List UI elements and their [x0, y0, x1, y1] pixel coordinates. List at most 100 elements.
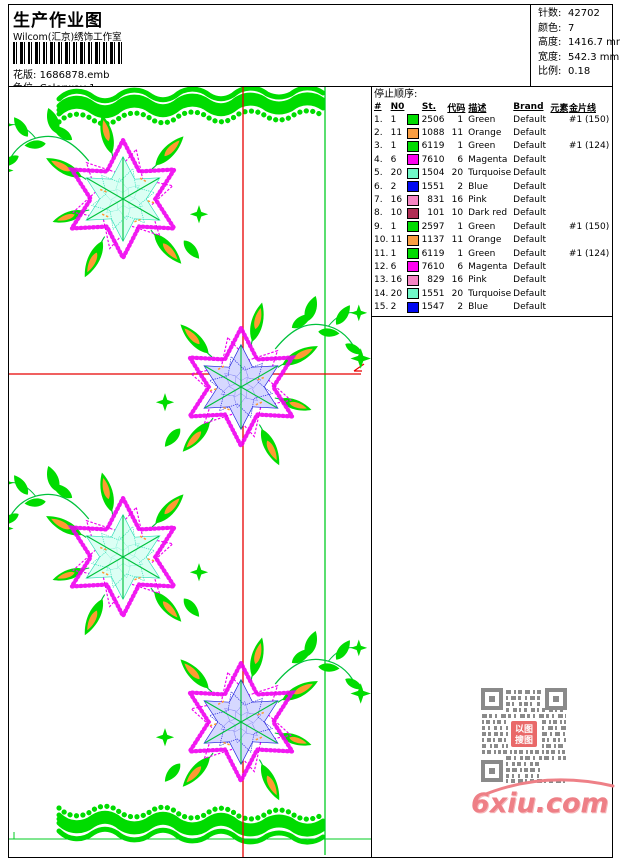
stitch-count: 7610: [421, 261, 445, 272]
color-swatch: [407, 194, 421, 206]
stat-line: 针数: 42702: [538, 7, 612, 22]
color-swatch: [407, 301, 421, 313]
thread-brand: Default: [513, 208, 547, 219]
stat-label: 比例:: [538, 66, 562, 77]
stop-number: 7.: [374, 195, 383, 206]
color-code: 1: [457, 248, 464, 259]
color-description: Magenta: [468, 261, 508, 272]
embroidery-preview: [9, 87, 371, 857]
needle-number: 20: [390, 288, 403, 299]
needle-number: 16: [390, 275, 403, 286]
stitch-count: 2597: [421, 221, 445, 232]
stop-number: 1.: [374, 114, 383, 125]
color-code: 2: [457, 302, 464, 313]
color-description: Orange: [468, 128, 502, 139]
stitch-count: 829: [427, 275, 445, 286]
stop-number: 14.: [374, 288, 389, 299]
table-body: 1. 1 2506 1 Green Default #1 (150) 2. 11: [374, 113, 612, 314]
thread-brand: Default: [513, 302, 547, 313]
page-title: 生产作业图: [13, 11, 103, 31]
table-row: 11. 1 6119 1 Green Default #1 (124): [374, 247, 612, 260]
swatch-color: [407, 301, 420, 313]
thread-brand: Default: [513, 275, 547, 286]
color-description: Orange: [468, 235, 502, 246]
stop-number: 4.: [374, 154, 383, 165]
thread-brand: Default: [513, 248, 547, 259]
needle-number: 11: [390, 235, 403, 246]
stat-label: 高度:: [538, 37, 562, 48]
site-watermark: 6xiu.com: [469, 778, 615, 824]
flower-motif-blue-1: [156, 294, 371, 468]
swatch-color: [407, 154, 420, 166]
bottom-border-ornament: [59, 806, 323, 845]
color-description: Pink: [468, 275, 487, 286]
thread-brand: Default: [513, 141, 547, 152]
stat-value: 542.3 mm: [568, 51, 620, 63]
thread-brand: Default: [513, 195, 547, 206]
needle-number: 16: [390, 195, 403, 206]
right-panel: 停止顺序: # N0 St. 代码 描述 Brand 元素 金片线 1. 1: [371, 87, 612, 857]
pattern-value: 1686878.emb: [39, 70, 110, 81]
stat-line: 比例: 0.18: [538, 65, 612, 80]
stop-number: 5.: [374, 168, 383, 179]
site-url-text: 6xiu.com: [471, 788, 609, 819]
color-code: 10: [451, 208, 464, 219]
col-element: 元素: [550, 103, 569, 114]
col-stop: #: [374, 102, 382, 112]
table-row: 13. 16 829 16 Pink Default: [374, 274, 612, 287]
needle-number: 1: [390, 114, 397, 125]
table-row: 15. 2 1547 2 Blue Default: [374, 300, 612, 313]
stop-number: 2.: [374, 128, 383, 139]
needle-number: 6: [390, 261, 397, 272]
stat-value: 42702: [568, 8, 600, 19]
needle-number: 11: [390, 128, 403, 139]
color-code: 16: [451, 275, 464, 286]
stitch-count: 1088: [421, 128, 445, 139]
color-code: 1: [457, 141, 464, 152]
color-code: 16: [451, 195, 464, 206]
color-swatch: [407, 181, 421, 193]
color-code: 20: [451, 168, 464, 179]
stitch-count: 1547: [421, 302, 445, 313]
design-stats-panel: 针数: 42702 颜色: 7 高度: 1416.7 mm 宽度: 542.3 mm 比…: [530, 5, 620, 86]
color-swatch: [407, 261, 421, 273]
swatch-color: [407, 221, 420, 233]
pattern-file-line: 花版: 1686878.emb: [13, 66, 110, 81]
sequin-info: #1 (124): [568, 248, 610, 259]
thread-brand: Default: [513, 288, 547, 299]
color-code: 20: [451, 288, 464, 299]
color-swatch: [407, 274, 421, 286]
stat-line: 宽度: 542.3 mm: [538, 51, 619, 66]
color-description: Turquoise: [468, 168, 512, 179]
needle-number: 20: [390, 168, 403, 179]
col-stitches: St.: [421, 102, 437, 112]
thread-brand: Default: [513, 181, 547, 192]
col-sequin: 金片线: [568, 103, 596, 114]
stop-number: 3.: [374, 141, 383, 152]
table-row: 2. 11 1088 11 Orange Default: [374, 126, 612, 139]
color-swatch: [407, 140, 421, 152]
stitch-count: 6119: [421, 141, 445, 152]
color-description: Pink: [468, 195, 487, 206]
swatch-color: [407, 167, 420, 179]
table-row: 3. 1 6119 1 Green Default #1 (124): [374, 140, 612, 153]
stitch-count: 7610: [421, 154, 445, 165]
stop-sequence-table: 停止顺序: # N0 St. 代码 描述 Brand 元素 金片线 1. 1: [372, 87, 612, 317]
stat-line: 高度: 1416.7 mm: [538, 36, 620, 51]
stop-number: 12.: [374, 261, 389, 272]
table-caption: 停止顺序:: [374, 89, 418, 100]
color-swatch: [407, 234, 421, 246]
pattern-label: 花版:: [13, 70, 37, 81]
needle-number: 6: [390, 154, 397, 165]
swatch-color: [407, 127, 420, 139]
table-row: 8. 10 101 10 Dark red Default: [374, 207, 612, 220]
color-swatch: [407, 207, 421, 219]
header-left: 生产作业图 Wilcom(汇京)绣饰工作室 花版: 1686878.emb 色位…: [9, 5, 530, 86]
stat-line: 颜色: 7: [538, 22, 612, 37]
swatch-color: [407, 194, 420, 206]
col-needle: N0: [390, 102, 405, 112]
sequin-info: #1 (150): [568, 114, 610, 125]
color-description: Green: [468, 221, 496, 232]
table-row: 5. 20 1504 20 Turquoise Default: [374, 167, 612, 180]
